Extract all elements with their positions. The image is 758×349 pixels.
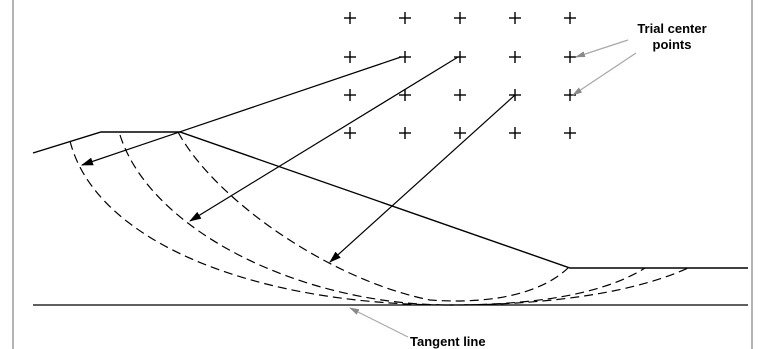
trial-center-marker <box>454 89 466 101</box>
trial-center-marker <box>564 51 576 63</box>
radius-arrow-3 <box>329 94 516 263</box>
tangent-line-label: Tangent line <box>410 334 486 349</box>
trial-center-marker <box>344 89 356 101</box>
trial-center-marker <box>399 89 411 101</box>
trial-center-marker <box>344 12 356 24</box>
radius-arrow-2 <box>189 56 459 222</box>
label-leader-2 <box>572 52 637 96</box>
trial-center-marker <box>399 127 411 139</box>
trial-center-marker <box>399 12 411 24</box>
trial-center-marker <box>454 12 466 24</box>
slip-circle-inner <box>177 131 569 302</box>
slope-profile-line <box>32 131 748 269</box>
trial-center-marker <box>344 127 356 139</box>
trial-center-marker <box>564 89 576 101</box>
trial-center-marker <box>509 127 521 139</box>
trial-center-marker <box>454 127 466 139</box>
trial-center-marker <box>454 51 466 63</box>
radius-arrow-1 <box>81 56 402 166</box>
trial-center-label-line1: Trial center <box>637 21 706 36</box>
trial-center-label-line2: points <box>653 37 692 52</box>
slip-circle-outer <box>69 140 689 306</box>
label-leader-1 <box>575 39 629 58</box>
trial-center-marker <box>509 51 521 63</box>
trial-center-marker <box>564 12 576 24</box>
trial-center-marker <box>564 127 576 139</box>
trial-center-grid <box>344 12 576 139</box>
trial-center-marker <box>509 12 521 24</box>
trial-center-marker <box>344 51 356 63</box>
tangent-leader <box>349 307 409 338</box>
slip-circle-middle <box>119 134 646 306</box>
